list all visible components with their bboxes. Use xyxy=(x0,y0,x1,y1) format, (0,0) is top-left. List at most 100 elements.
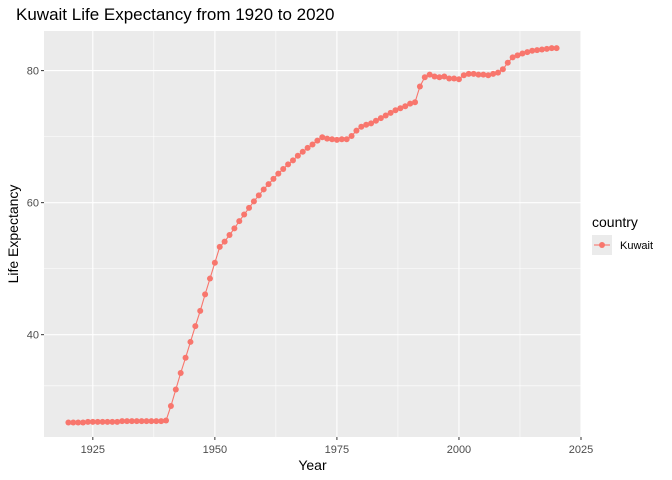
data-point xyxy=(333,136,340,143)
x-tick-label: 1925 xyxy=(81,444,105,456)
data-point xyxy=(202,291,209,298)
data-point xyxy=(187,338,194,345)
data-point xyxy=(504,59,511,66)
data-point xyxy=(99,418,106,425)
data-point xyxy=(80,419,87,426)
legend: country Kuwait xyxy=(592,214,653,255)
data-point xyxy=(499,66,506,73)
data-point xyxy=(538,46,545,53)
data-point xyxy=(104,418,111,425)
data-point xyxy=(211,259,218,266)
data-point xyxy=(241,211,248,218)
y-tick-label: 60 xyxy=(27,198,39,210)
x-tick-label: 2025 xyxy=(569,444,593,456)
data-point xyxy=(153,418,160,425)
data-point xyxy=(387,109,394,116)
data-point xyxy=(309,141,316,148)
data-point xyxy=(416,83,423,90)
data-point xyxy=(372,117,379,124)
data-point xyxy=(343,136,350,143)
data-point xyxy=(553,45,560,52)
data-point xyxy=(216,243,223,250)
major-gridlines xyxy=(44,31,582,437)
data-point xyxy=(197,307,204,314)
data-point xyxy=(368,120,375,127)
data-point xyxy=(231,225,238,232)
data-point xyxy=(509,54,516,61)
legend-label: Kuwait xyxy=(620,240,653,252)
data-point xyxy=(148,418,155,425)
data-point xyxy=(480,71,487,78)
y-axis-title: Life Expectancy xyxy=(5,185,21,284)
data-point xyxy=(177,369,184,376)
data-point xyxy=(182,354,189,361)
minor-gridlines xyxy=(44,31,581,437)
data-point xyxy=(392,107,399,114)
data-point xyxy=(138,418,145,425)
data-point xyxy=(495,69,502,76)
data-point xyxy=(299,148,306,155)
y-tick-label: 40 xyxy=(27,330,39,342)
data-point xyxy=(89,418,96,425)
data-point xyxy=(65,419,72,426)
data-point xyxy=(485,72,492,79)
legend-items: Kuwait xyxy=(592,235,653,255)
data-point xyxy=(534,47,541,54)
data-point xyxy=(255,192,262,199)
data-point xyxy=(548,45,555,52)
data-point xyxy=(75,419,82,426)
data-point xyxy=(84,418,91,425)
data-point xyxy=(324,135,331,142)
data-point xyxy=(319,134,326,141)
data-point xyxy=(192,323,199,330)
data-point xyxy=(70,419,77,426)
data-point xyxy=(246,204,253,211)
x-axis: 1925 1950 1975 2000 2025 xyxy=(81,437,593,456)
data-point xyxy=(109,418,116,425)
data-point xyxy=(270,175,277,182)
data-point xyxy=(529,47,536,54)
data-point xyxy=(119,418,126,425)
data-point xyxy=(163,417,170,424)
data-point xyxy=(543,45,550,52)
data-point xyxy=(455,76,462,83)
legend-title: country xyxy=(592,214,638,230)
data-point xyxy=(114,418,121,425)
data-point xyxy=(133,418,140,425)
data-point xyxy=(226,231,233,238)
x-tick-label: 1950 xyxy=(203,444,227,456)
data-point xyxy=(524,49,531,56)
data-point xyxy=(431,73,438,80)
data-point xyxy=(353,127,360,134)
data-point xyxy=(519,50,526,57)
data-point xyxy=(475,71,482,78)
data-point xyxy=(285,161,292,168)
data-point xyxy=(128,418,135,425)
legend-key-point xyxy=(599,242,605,248)
data-point xyxy=(275,170,282,177)
x-tick-label: 2000 xyxy=(447,444,471,456)
data-point xyxy=(446,75,453,82)
data-point xyxy=(377,115,384,122)
data-point xyxy=(426,71,433,78)
data-point xyxy=(441,73,448,80)
x-tick-label: 1975 xyxy=(325,444,349,456)
data-point xyxy=(206,275,213,282)
data-point xyxy=(314,137,321,144)
series-points xyxy=(65,45,560,426)
y-axis: 40 60 80 xyxy=(27,66,44,342)
plot-panel xyxy=(44,31,581,437)
data-point xyxy=(289,157,296,164)
data-point xyxy=(407,100,414,107)
data-point xyxy=(451,75,458,82)
data-point xyxy=(460,72,467,79)
data-point xyxy=(280,165,287,172)
data-point xyxy=(490,70,497,77)
chart-title: Kuwait Life Expectancy from 1920 to 2020 xyxy=(16,5,334,24)
data-point xyxy=(382,112,389,119)
data-point xyxy=(158,418,165,425)
data-point xyxy=(260,186,267,193)
data-point xyxy=(412,99,419,106)
data-point xyxy=(143,418,150,425)
